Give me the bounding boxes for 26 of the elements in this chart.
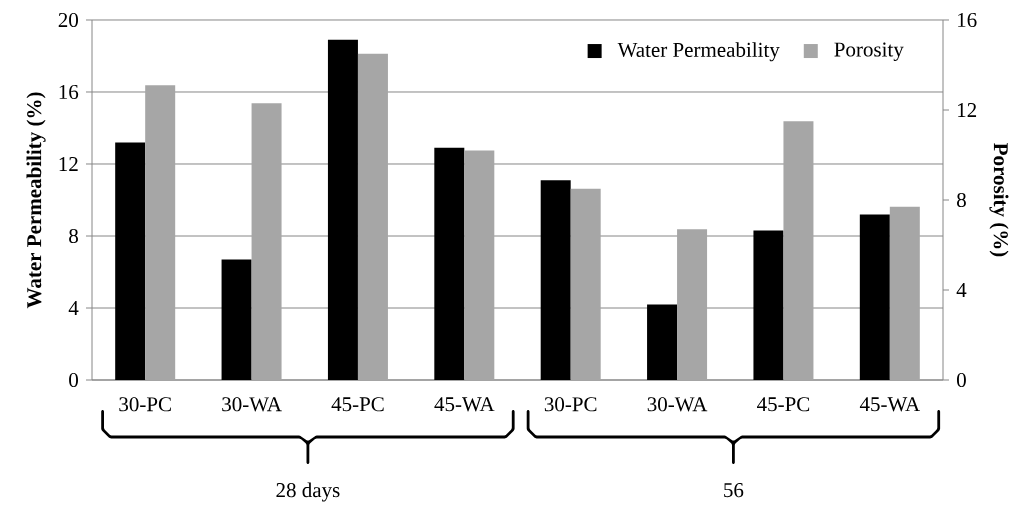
x-tick-label: 30-PC: [544, 397, 597, 412]
x-tick-label: 45-WA: [434, 397, 495, 412]
x-tick-label: 45-PC: [757, 397, 810, 412]
bar: [251, 103, 282, 380]
y-tick-label: 12: [59, 157, 78, 171]
legend-label: Porosity: [834, 42, 904, 61]
text: 56: [724, 483, 744, 498]
y2-tick-label: 0: [957, 372, 966, 388]
y-tick-label: 0: [69, 372, 78, 388]
y-tick-label: 16: [59, 84, 79, 100]
x-tick-label: 45-WA: [859, 397, 921, 412]
y-tick-label: 8: [69, 228, 78, 244]
y2-tick-label: 8: [957, 192, 966, 208]
y-tick-label: 4: [68, 301, 79, 315]
y2-tick-label: 16: [958, 12, 977, 28]
x-tick-label: 30-WA: [647, 397, 708, 412]
y-axis-title: Water Permeability (%): [26, 92, 46, 309]
text: 28 days: [276, 482, 340, 502]
y2-tick-label: 12: [958, 103, 977, 117]
y2-axis-title: Porosity (%): [989, 143, 1009, 257]
x-tick-label: 30-WA: [222, 397, 282, 412]
x-tick-label: 45-PC: [331, 397, 384, 412]
y2-tick-label: 4: [956, 283, 967, 297]
legend-label: Water Permeability: [617, 42, 780, 62]
x-tick-label: 30-PC: [119, 397, 171, 412]
y-tick-label: 20: [58, 12, 78, 28]
